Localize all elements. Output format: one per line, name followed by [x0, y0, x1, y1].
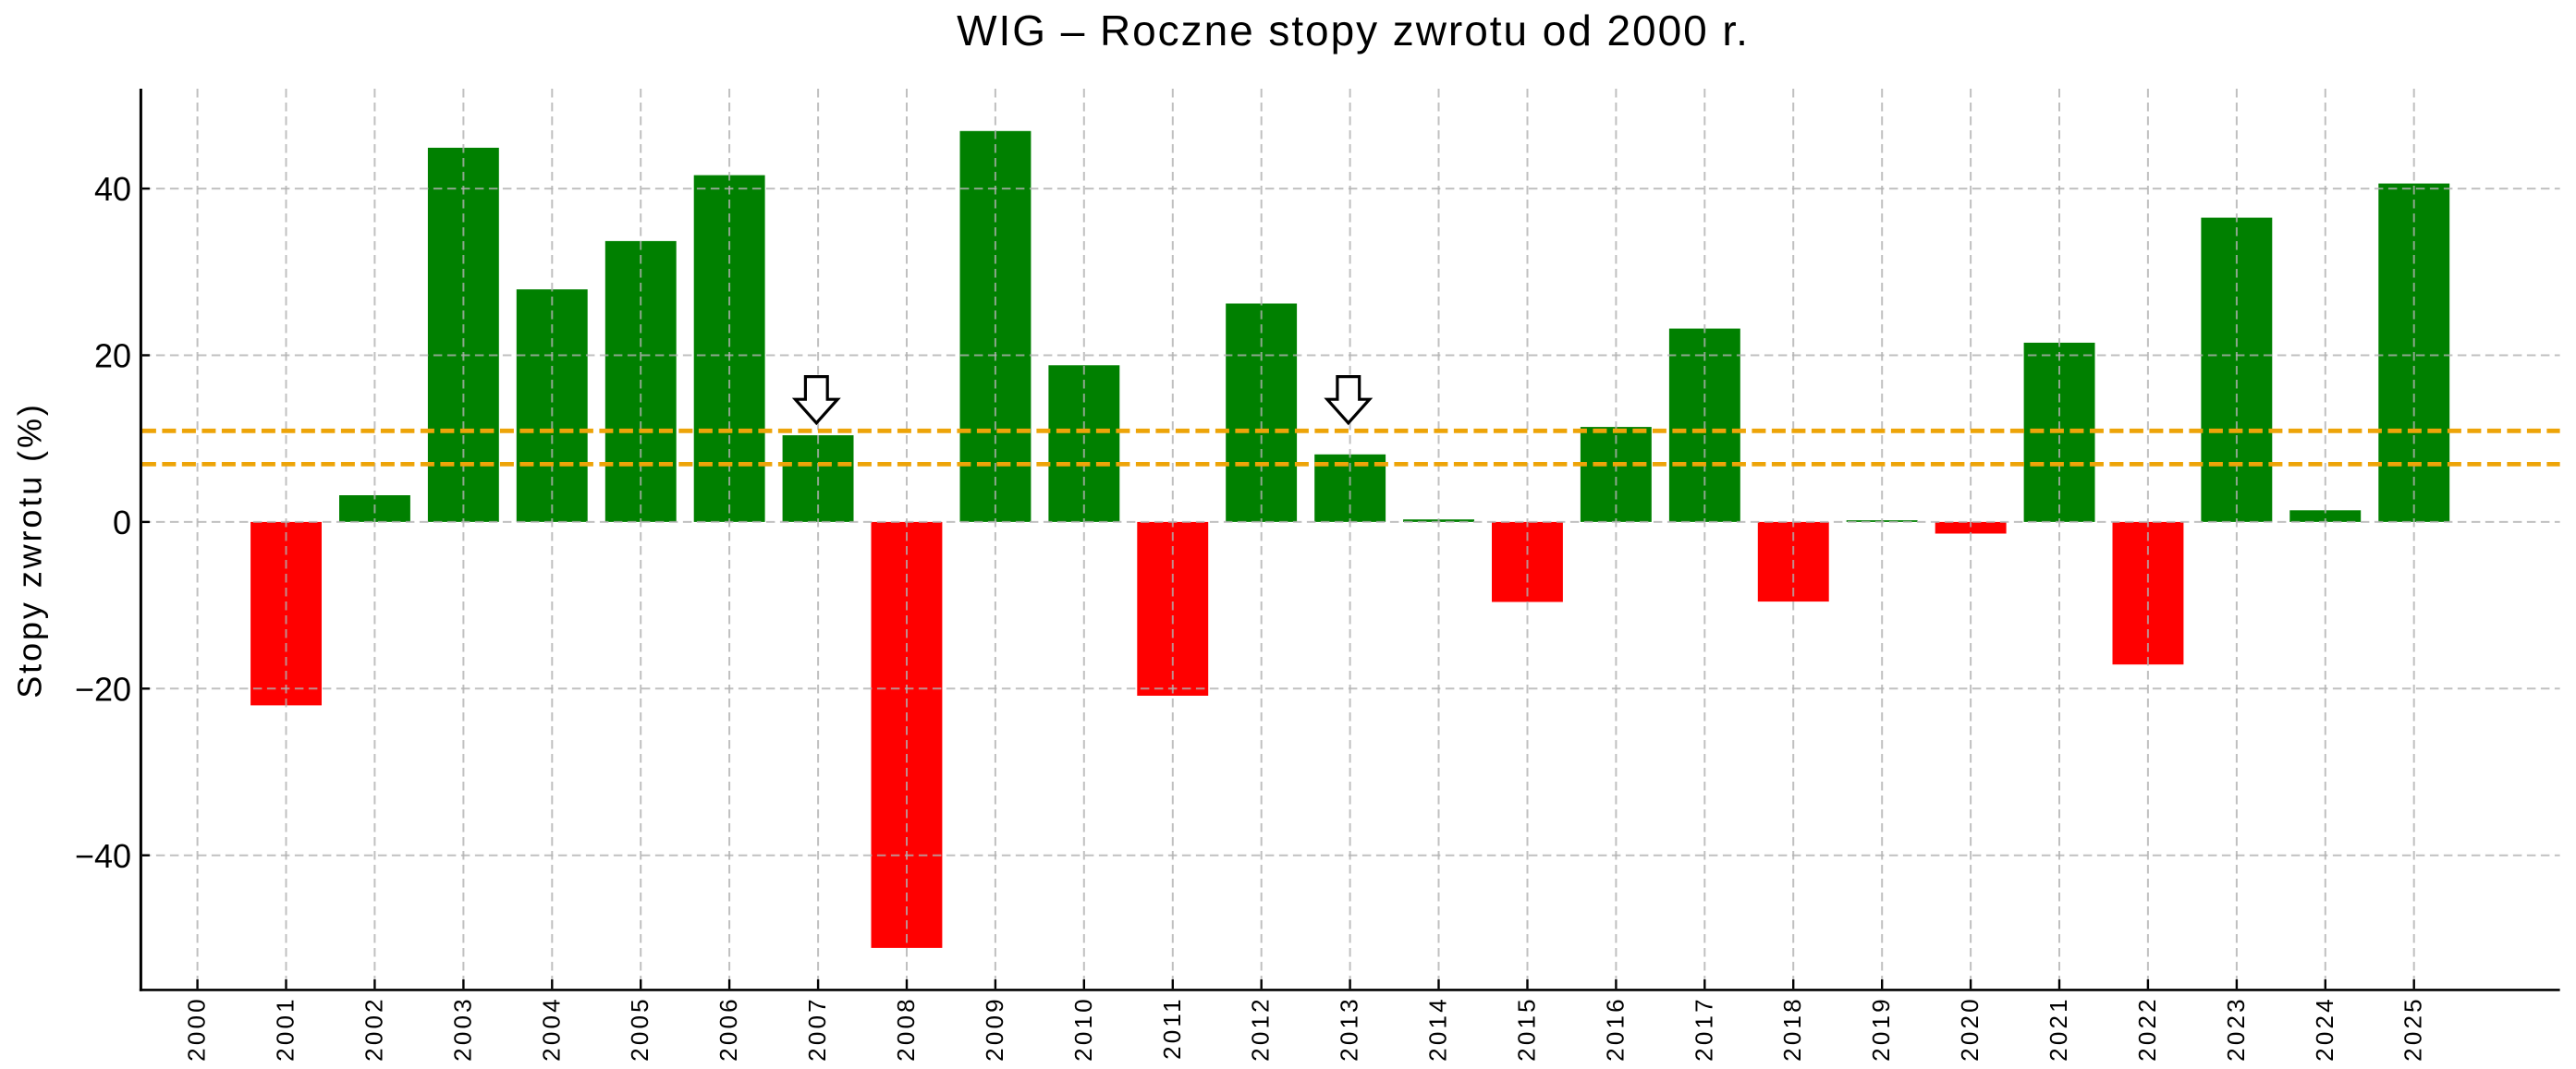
svg-text:Stopy zwrotu (%): Stopy zwrotu (%) [11, 402, 49, 698]
svg-text:20: 20 [94, 337, 131, 375]
svg-text:2024: 2024 [2311, 996, 2338, 1062]
svg-text:WIG – Roczne stopy zwrotu od 2: WIG – Roczne stopy zwrotu od 2000 r. [957, 6, 1750, 55]
svg-text:2013: 2013 [1336, 996, 1363, 1062]
svg-text:2015: 2015 [1513, 996, 1541, 1062]
svg-text:2007: 2007 [803, 996, 831, 1062]
svg-text:2017: 2017 [1690, 996, 1717, 1062]
svg-text:2001: 2001 [272, 996, 299, 1062]
svg-text:2006: 2006 [714, 996, 742, 1062]
svg-text:2000: 2000 [183, 996, 211, 1062]
svg-text:2008: 2008 [892, 996, 920, 1062]
svg-text:2022: 2022 [2133, 996, 2161, 1062]
svg-text:2002: 2002 [360, 996, 387, 1062]
svg-text:−20: −20 [75, 670, 131, 708]
svg-text:2023: 2023 [2222, 996, 2250, 1062]
svg-text:2020: 2020 [1956, 996, 1984, 1062]
svg-text:−40: −40 [75, 837, 131, 875]
svg-text:2014: 2014 [1424, 996, 1452, 1062]
svg-text:2004: 2004 [537, 996, 565, 1062]
svg-text:2009: 2009 [981, 996, 1008, 1062]
svg-text:2016: 2016 [1601, 996, 1629, 1062]
svg-text:2021: 2021 [2045, 996, 2072, 1062]
svg-text:2019: 2019 [1867, 996, 1895, 1062]
svg-text:2011: 2011 [1158, 996, 1186, 1060]
svg-text:2005: 2005 [626, 996, 653, 1062]
svg-text:2010: 2010 [1069, 996, 1097, 1062]
svg-text:2003: 2003 [448, 996, 476, 1062]
svg-text:2012: 2012 [1247, 996, 1275, 1062]
svg-text:40: 40 [94, 170, 131, 208]
svg-text:0: 0 [113, 504, 131, 541]
svg-text:2018: 2018 [1778, 996, 1806, 1062]
svg-text:2025: 2025 [2399, 996, 2427, 1062]
